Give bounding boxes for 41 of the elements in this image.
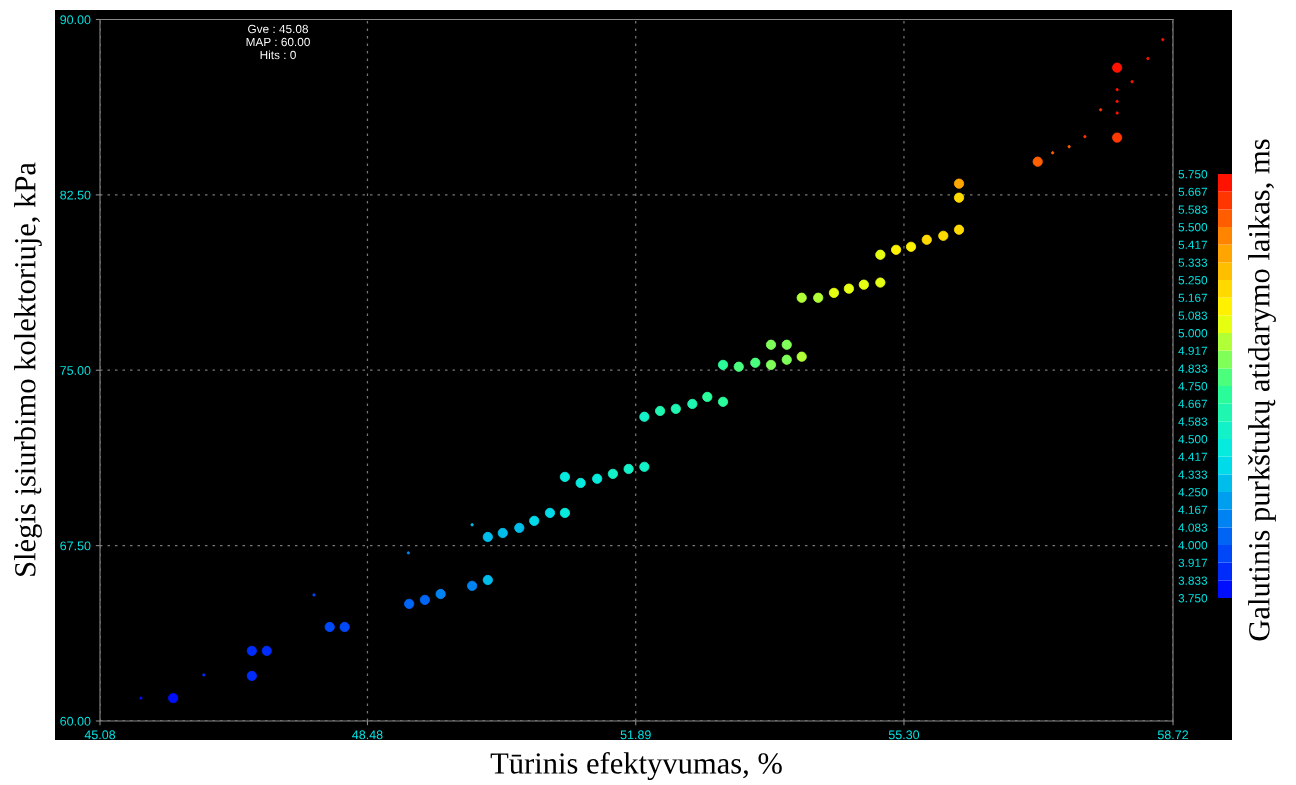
x-tick-label: 51.89 [620,730,651,740]
color-bar-label: 4.667 [1178,399,1207,408]
color-bar-label: 4.417 [1178,452,1207,461]
color-bar-label: 4.000 [1178,541,1208,550]
color-bar-label: 5.333 [1178,258,1208,267]
color-bar-label: 4.917 [1178,346,1207,355]
color-bar-label: 4.500 [1178,435,1208,444]
color-bar-label: 4.333 [1178,470,1208,479]
y-tick-label: 82.50 [60,190,91,200]
color-bar-label: 3.917 [1178,558,1207,567]
color-bar-label: 5.417 [1178,240,1207,249]
color-bar-label: 5.750 [1178,170,1208,179]
color-bar-label: 5.500 [1178,223,1208,232]
color-bar-label: 4.833 [1178,364,1208,373]
y-tick-label: 60.00 [60,716,91,726]
y-tick-label: 67.50 [60,541,91,551]
x-tick-label: 58.72 [1157,730,1189,740]
color-bar-label: 3.833 [1178,576,1208,585]
color-bar-label: 3.750 [1178,594,1208,603]
color-bar-label: 4.167 [1178,505,1207,514]
color-bar-label: 5.167 [1178,293,1207,302]
color-bar-label: 4.583 [1178,417,1208,426]
annotation: Hits : 0 [260,50,296,60]
color-bar-label: 5.583 [1178,205,1208,214]
color-bar-title: Galutinis purkštukų atidarymo laikas, ms [1248,139,1276,641]
color-bar-label: 5.667 [1178,187,1207,196]
x-tick-label: 45.08 [84,730,116,740]
annotation: MAP : 60.00 [246,37,310,47]
y-tick-label: 90.00 [60,15,91,25]
color-bar-label: 5.000 [1178,329,1208,338]
x-tick-label: 48.48 [352,730,383,740]
y-axis-title: Slėgis įsiurbimo kolektoriuje, kPa [14,162,42,576]
color-bar-label: 5.250 [1178,276,1208,285]
x-tick-label: 55.30 [888,730,920,740]
color-bar-label: 4.083 [1178,523,1208,532]
annotation: Gve : 45.08 [248,24,309,34]
y-tick-label: 75.00 [60,366,91,375]
color-bar-label: 4.750 [1178,382,1208,391]
x-axis-title: Tūrinis efektyvumas, % [490,751,782,781]
color-bar-label: 4.250 [1178,488,1208,497]
color-bar-label: 5.083 [1178,311,1208,320]
